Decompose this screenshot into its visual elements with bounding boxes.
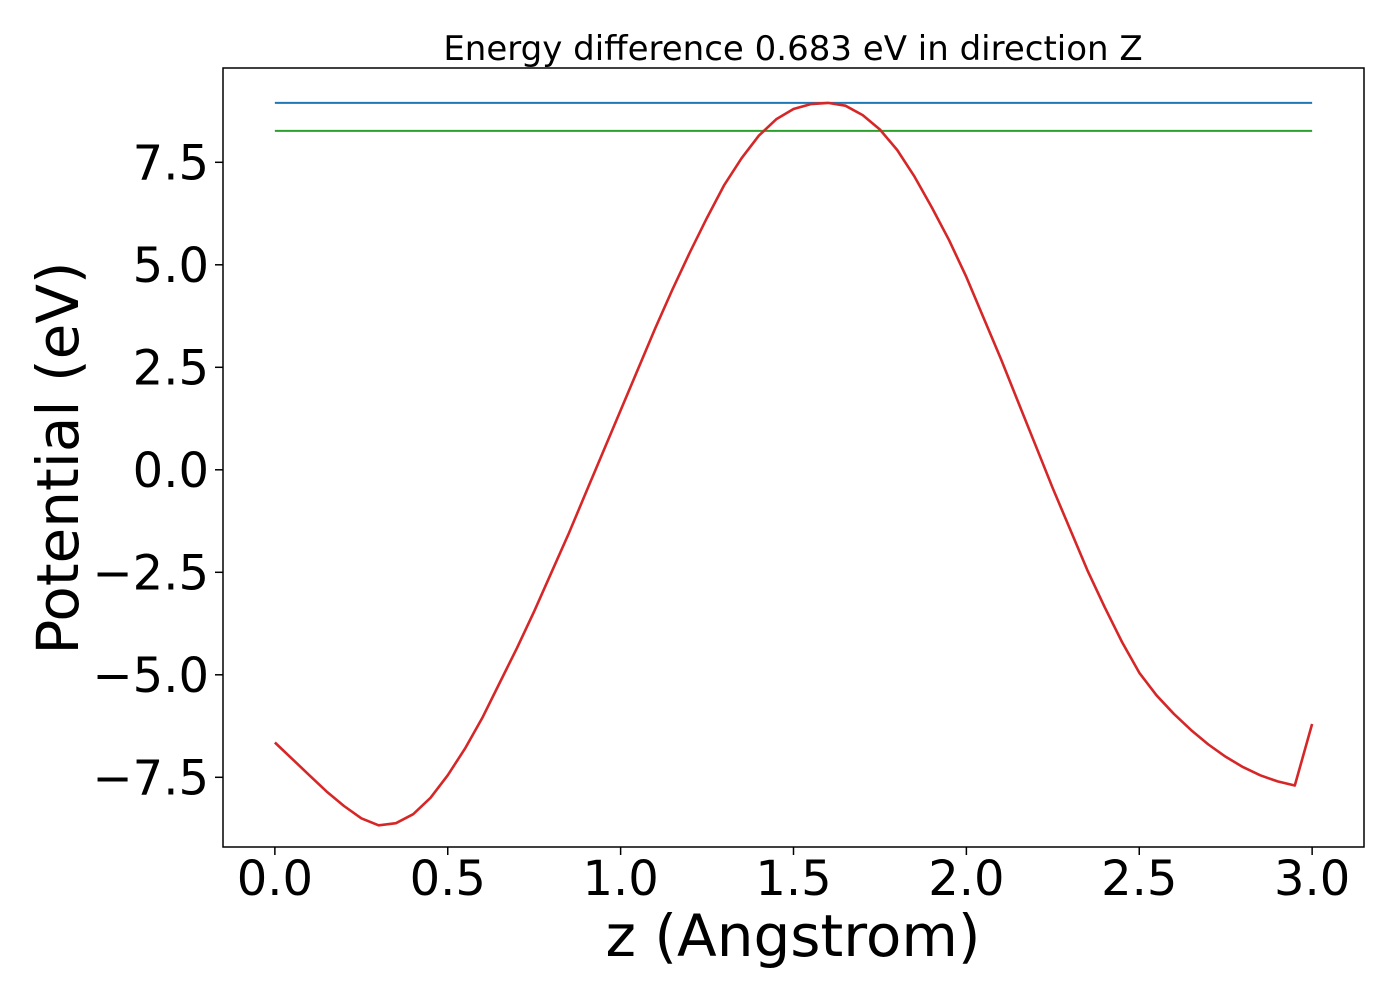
x-tick-label: 0.0: [237, 851, 313, 907]
x-tick-label: 3.0: [1274, 851, 1350, 907]
data-series: [274, 101, 1314, 827]
x-tick-label: 2.0: [928, 851, 1004, 907]
y-tick-label: 5.0: [133, 238, 209, 294]
potential-curve: [274, 101, 1314, 827]
reference-lines: [274, 101, 1313, 132]
chart-title: Energy difference 0.683 eV in direction …: [443, 29, 1142, 69]
y-tick-label: −7.5: [92, 750, 209, 806]
x-tick-label: 2.5: [1101, 851, 1177, 907]
x-tick-label: 1.5: [755, 851, 831, 907]
y-axis-label: Potential (eV): [24, 261, 92, 654]
y-axis-ticks: −7.5 −5.0 −2.5 0.0 2.5 5.0 7.5: [92, 135, 223, 806]
y-tick-label: 7.5: [133, 135, 209, 191]
x-axis-label: z (Angstrom): [606, 902, 981, 970]
x-tick-label: 1.0: [582, 851, 658, 907]
y-tick-label: 2.5: [133, 340, 209, 396]
x-axis-ticks: 0.0 0.5 1.0 1.5 2.0 2.5 3.0: [237, 847, 1350, 907]
x-tick-label: 0.5: [410, 851, 486, 907]
y-tick-label: 0.0: [133, 443, 209, 499]
y-tick-label: −2.5: [92, 545, 209, 601]
y-tick-label: −5.0: [92, 648, 209, 704]
